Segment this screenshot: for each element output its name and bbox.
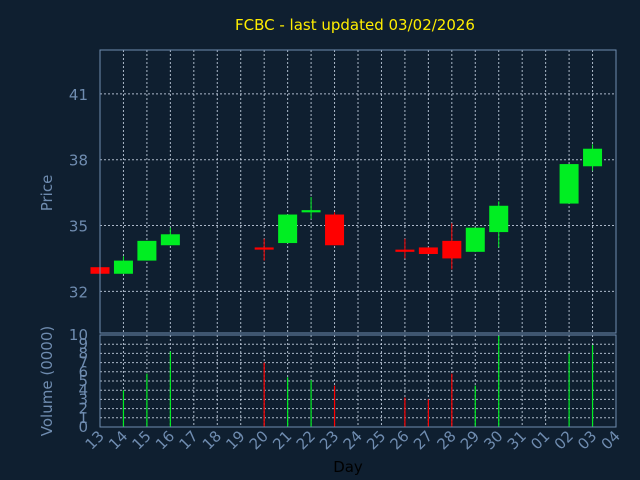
candle-body bbox=[418, 247, 438, 255]
candle bbox=[559, 164, 579, 204]
candle bbox=[301, 196, 321, 219]
candle-body bbox=[113, 260, 133, 274]
candle bbox=[395, 238, 415, 259]
chart-title: FCBC - last updated 03/02/2026 bbox=[235, 16, 475, 34]
price-y-tick: 38 bbox=[69, 152, 88, 170]
candle-body bbox=[442, 240, 462, 259]
price-y-tick: 41 bbox=[69, 86, 88, 104]
candle-body bbox=[278, 214, 298, 244]
candle-body bbox=[559, 164, 579, 204]
candlestick-series bbox=[90, 144, 603, 274]
volume-y-tick: 2 bbox=[78, 400, 88, 418]
candle bbox=[442, 223, 462, 270]
candle bbox=[489, 201, 509, 248]
price-axis-label: Price bbox=[38, 175, 56, 212]
candle-body bbox=[301, 210, 321, 213]
volume-y-tick: 7 bbox=[78, 354, 88, 372]
volume-y-tick: 9 bbox=[78, 335, 88, 353]
volume-y-tick: 3 bbox=[78, 390, 88, 408]
candle bbox=[418, 247, 438, 255]
candle bbox=[160, 227, 180, 246]
volume-axis-label: Volume (0000) bbox=[38, 326, 56, 436]
candle-body bbox=[465, 227, 485, 252]
price-y-tick: 35 bbox=[69, 218, 88, 236]
price-grid bbox=[100, 50, 617, 333]
x-axis-label: Day bbox=[333, 458, 363, 476]
candle bbox=[137, 240, 157, 261]
candle-body bbox=[325, 214, 345, 246]
candle bbox=[465, 227, 485, 252]
candle-body bbox=[254, 247, 274, 250]
volume-series bbox=[122, 335, 594, 427]
volume-y-tick: 10 bbox=[69, 326, 88, 344]
volume-y-tick: 8 bbox=[78, 344, 88, 362]
volume-plot-frame bbox=[99, 334, 617, 428]
volume-y-tick: 0 bbox=[78, 418, 88, 436]
volume-y-tick: 1 bbox=[78, 409, 88, 427]
candle-body bbox=[137, 240, 157, 261]
x-tick-labels: 1314151617181920212223242526272829303101… bbox=[82, 427, 624, 453]
volume-y-tick: 6 bbox=[78, 363, 88, 381]
price-plot-frame bbox=[99, 49, 617, 334]
volume-y-tick: 4 bbox=[78, 381, 88, 399]
price-y-tick: 32 bbox=[69, 283, 88, 301]
candle bbox=[583, 144, 603, 171]
candle bbox=[113, 256, 133, 274]
price-y-tick-labels: 32 35 38 41 bbox=[69, 86, 88, 301]
candle-body bbox=[583, 148, 603, 167]
volume-y-tick: 5 bbox=[78, 372, 88, 390]
candle bbox=[278, 214, 298, 244]
candle-body bbox=[489, 205, 509, 233]
candle-body bbox=[160, 234, 180, 246]
candle-body bbox=[395, 249, 415, 252]
candle bbox=[254, 238, 274, 261]
candle bbox=[325, 212, 345, 246]
